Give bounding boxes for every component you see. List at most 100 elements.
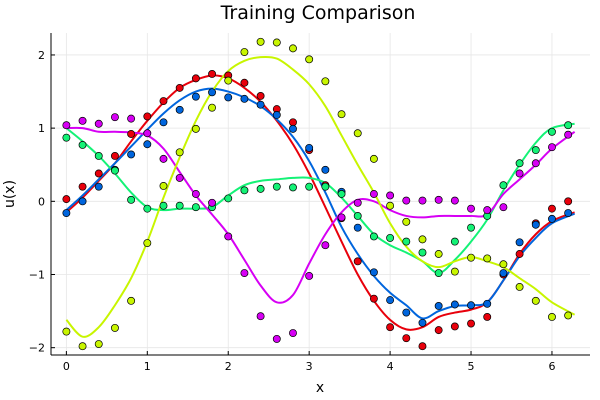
data-point-magenta (337, 213, 346, 222)
data-point-springgreen (62, 133, 71, 142)
data-point-magenta (450, 196, 459, 205)
data-point-red (483, 313, 492, 321)
data-point-blue (240, 94, 249, 103)
data-point-springgreen (402, 237, 411, 246)
data-point-chartreuse (240, 48, 249, 56)
data-point-red (402, 334, 411, 343)
data-point-springgreen (305, 182, 314, 191)
data-point-magenta (256, 312, 265, 321)
data-point-blue (78, 197, 87, 206)
data-point-magenta (224, 232, 233, 241)
data-point-springgreen (531, 146, 540, 155)
data-point-springgreen (499, 181, 508, 190)
y-tick-label: −1 (29, 269, 45, 282)
data-point-springgreen (110, 166, 119, 175)
data-point-red (175, 83, 184, 92)
data-point-chartreuse (289, 44, 297, 53)
data-point-chartreuse (386, 201, 395, 210)
data-point-springgreen (434, 269, 443, 277)
data-point-red (62, 195, 71, 204)
data-point-blue (127, 150, 136, 159)
data-point-blue (143, 140, 152, 149)
data-point-chartreuse (515, 282, 524, 291)
data-point-springgreen (467, 223, 475, 232)
data-point-springgreen (240, 186, 249, 195)
data-point-chartreuse (256, 37, 265, 46)
data-point-red (515, 250, 524, 258)
y-tick-label: 0 (38, 195, 45, 208)
chart-title: Training Comparison (220, 2, 416, 24)
data-point-springgreen (143, 204, 152, 213)
data-point-red (353, 257, 362, 266)
data-point-red (127, 130, 136, 138)
data-point-springgreen (224, 194, 233, 203)
data-point-blue (418, 318, 427, 327)
data-point-blue (321, 165, 330, 174)
data-point-blue (94, 182, 103, 191)
data-point-magenta (369, 190, 378, 198)
x-tick-label: 3 (306, 360, 313, 373)
data-point-blue (369, 268, 378, 277)
data-point-magenta (143, 129, 152, 138)
data-point-magenta (305, 272, 314, 280)
data-point-red (434, 326, 443, 335)
data-point-magenta (467, 204, 475, 213)
data-point-blue (434, 302, 443, 310)
data-point-red (143, 112, 152, 121)
y-tick-label: −2 (29, 342, 45, 355)
x-ticks: 0 1 2 3 4 5 6 (63, 351, 555, 373)
data-point-springgreen (289, 183, 297, 192)
data-point-blue (450, 300, 459, 309)
data-point-springgreen (159, 201, 168, 210)
data-point-springgreen (191, 203, 200, 212)
data-point-red (208, 70, 216, 78)
data-point-blue (564, 209, 573, 217)
data-point-red (450, 322, 459, 331)
data-point-red (289, 118, 297, 127)
data-point-red (94, 169, 103, 178)
data-point-magenta (78, 116, 87, 125)
data-point-magenta (159, 154, 168, 163)
data-point-magenta (499, 203, 508, 212)
data-point-chartreuse (564, 311, 573, 320)
data-point-springgreen (369, 232, 378, 241)
data-point-magenta (94, 119, 103, 128)
data-point-magenta (62, 121, 71, 130)
data-point-red (418, 342, 427, 351)
data-point-magenta (110, 113, 119, 122)
data-point-chartreuse (159, 181, 168, 190)
data-point-blue (353, 223, 362, 232)
data-point-magenta (208, 198, 216, 207)
data-point-chartreuse (62, 327, 71, 336)
data-point-red (548, 204, 556, 213)
data-point-magenta (515, 169, 524, 178)
data-point-red (564, 197, 573, 206)
data-point-springgreen (548, 127, 556, 136)
x-axis-title: x (316, 380, 324, 396)
data-point-springgreen (272, 182, 281, 191)
data-point-magenta (483, 206, 492, 215)
data-point-springgreen (450, 237, 459, 246)
data-point-magenta (272, 334, 281, 343)
data-point-chartreuse (402, 217, 411, 226)
x-tick-label: 4 (387, 360, 394, 373)
data-point-blue (289, 124, 297, 133)
data-point-red (78, 182, 87, 191)
data-point-chartreuse (272, 38, 281, 47)
data-point-chartreuse (337, 110, 346, 119)
data-point-chartreuse (208, 103, 216, 112)
data-point-chartreuse (224, 76, 233, 85)
x-tick-label: 1 (144, 360, 151, 373)
y-ticks: −2 −1 0 1 2 (29, 49, 55, 355)
data-point-chartreuse (305, 55, 314, 64)
data-point-blue (548, 214, 556, 223)
data-point-blue (191, 92, 200, 101)
data-point-chartreuse (434, 250, 443, 258)
series-layer (62, 37, 576, 351)
y-axis-title: u(x) (2, 180, 18, 208)
data-point-blue (256, 100, 265, 109)
y-tick-label: 2 (38, 49, 45, 62)
data-point-magenta (386, 191, 395, 200)
data-point-magenta (531, 159, 540, 168)
